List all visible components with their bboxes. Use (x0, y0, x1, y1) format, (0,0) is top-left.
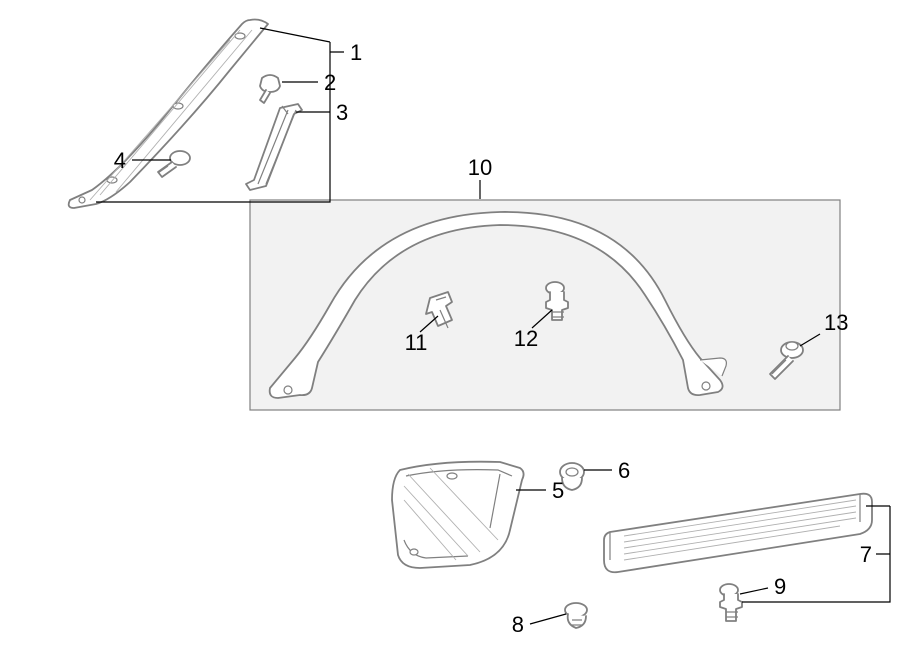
callout-13-label: 13 (824, 310, 848, 335)
part-8-clip (565, 603, 587, 628)
callout-11-label: 11 (405, 330, 428, 355)
callout-8-label: 8 (512, 612, 524, 637)
callout-6-label: 6 (618, 458, 630, 483)
parts-diagram: 1 2 3 4 10 11 12 13 5 6 7 8 9 (0, 0, 900, 661)
callout-4-label: 4 (114, 148, 126, 173)
callout-9-label: 9 (774, 574, 786, 599)
part-2-clip (260, 75, 280, 103)
callout-5-label: 5 (552, 478, 564, 503)
part-9-clip (720, 584, 742, 621)
callout-2-label: 2 (324, 70, 336, 95)
callout-10-label: 10 (468, 155, 492, 180)
callout-3-label: 3 (336, 100, 348, 125)
callout-1-label: 1 (350, 40, 362, 65)
part-1-pillar-trim (69, 20, 268, 209)
part-3-spacer (246, 104, 302, 190)
part-7-sill-plate (604, 494, 872, 573)
part-4-fastener (158, 151, 190, 177)
callout-7-label: 7 (860, 542, 872, 567)
part-5-cowl-trim (392, 462, 524, 568)
callout-12-label: 12 (514, 326, 538, 351)
